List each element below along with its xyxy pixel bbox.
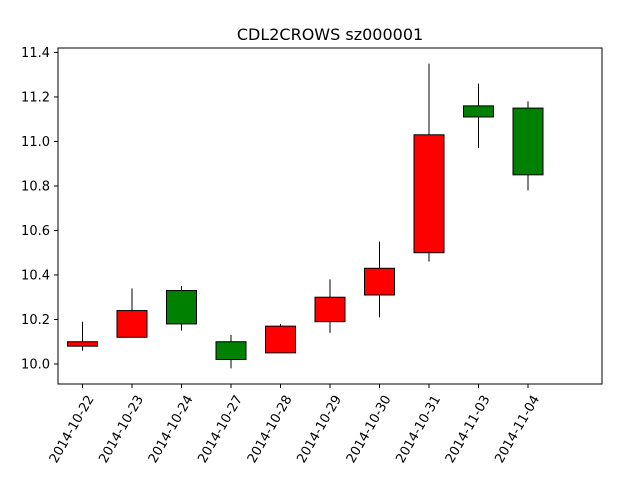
x-tick-label: 2014-11-04	[492, 393, 543, 466]
candle-body	[512, 107, 544, 176]
candle-body	[166, 290, 197, 325]
candle-body	[265, 325, 296, 354]
candles-layer	[67, 63, 544, 369]
x-tick-label: 2014-10-30	[344, 393, 395, 466]
y-tick-label: 10.6	[21, 224, 50, 239]
x-tick-label: 2014-10-22	[47, 393, 98, 466]
candle-body	[314, 296, 346, 323]
y-tick-label: 10.8	[21, 179, 50, 194]
x-tick-label: 2014-10-27	[195, 393, 246, 466]
y-tick-label: 11.4	[21, 46, 50, 61]
candle-body	[463, 105, 494, 118]
candle-body	[413, 134, 445, 254]
plot-frame	[57, 47, 603, 385]
candle-body	[116, 310, 148, 338]
x-tick-label: 2014-10-29	[294, 393, 345, 466]
candle-body	[215, 341, 247, 361]
candle-body	[364, 267, 395, 296]
x-tick-label: 2014-11-03	[443, 393, 494, 466]
x-axis: 2014-10-222014-10-232014-10-242014-10-27…	[47, 384, 543, 466]
x-tick-label: 2014-10-28	[245, 393, 296, 466]
x-tick-label: 2014-10-24	[146, 393, 197, 466]
y-tick-label: 10.2	[21, 313, 50, 328]
candle-body	[67, 341, 98, 347]
y-tick-label: 11.0	[21, 135, 50, 150]
y-tick-label: 10.4	[21, 268, 50, 283]
x-tick-label: 2014-10-23	[96, 393, 147, 466]
x-tick-label: 2014-10-31	[393, 393, 444, 466]
y-axis: 10.0 10.2 10.4 10.6 10.8 11.0 11.2 11.4	[21, 46, 58, 372]
chart-title: CDL2CROWS sz000001	[237, 25, 423, 44]
y-tick-label: 10.0	[21, 357, 50, 372]
y-tick-label: 11.2	[21, 90, 50, 105]
